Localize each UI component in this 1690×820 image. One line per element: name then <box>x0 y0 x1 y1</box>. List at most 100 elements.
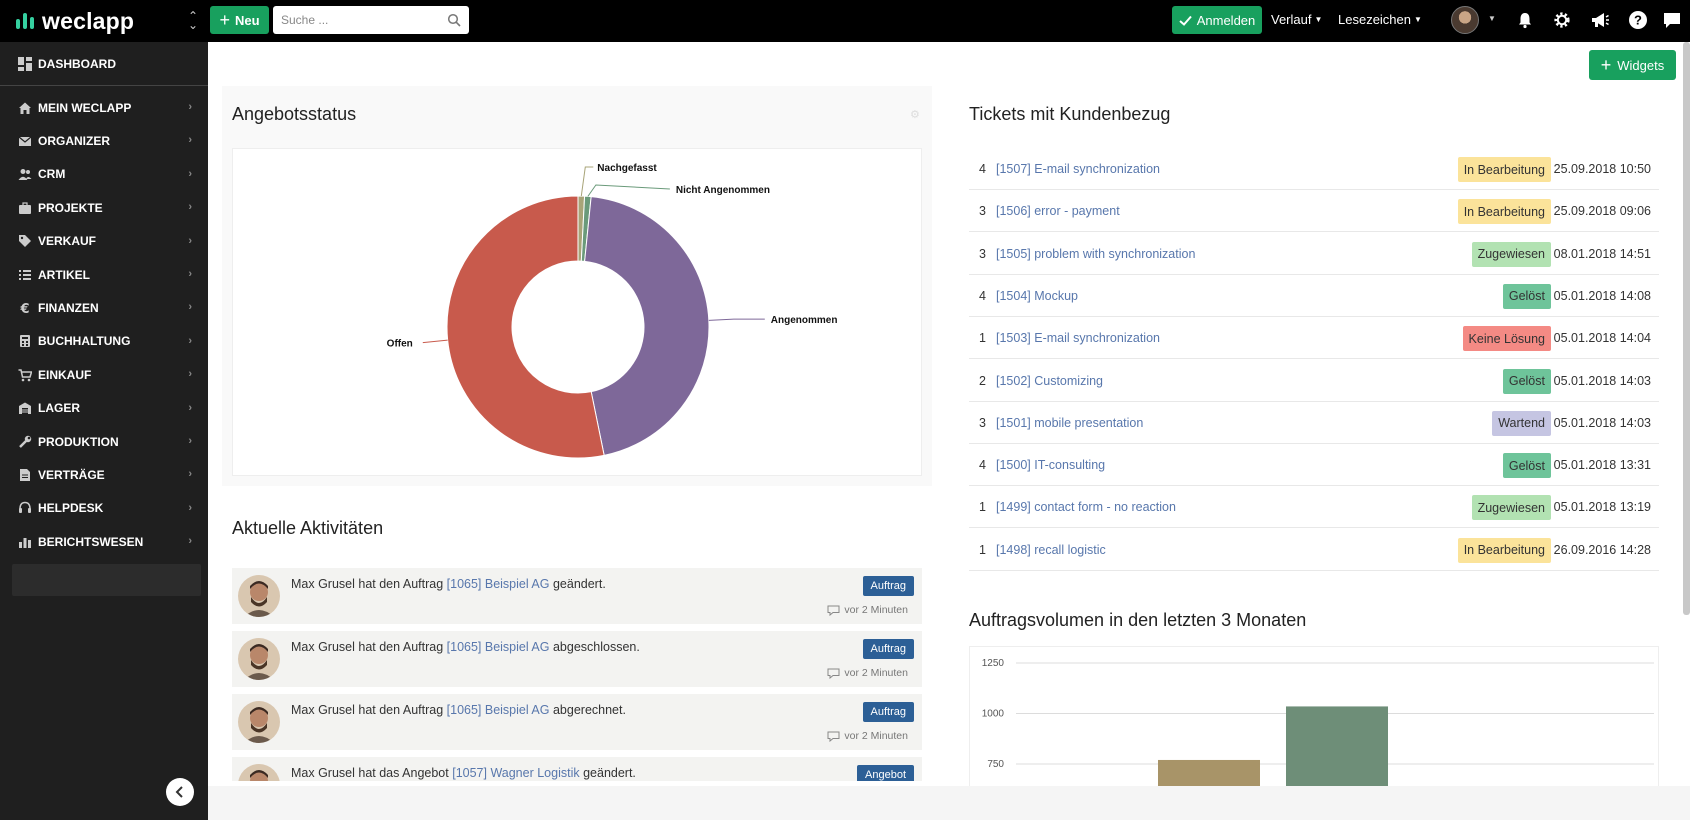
donut-slice-angenommen[interactable] <box>584 196 710 456</box>
chevron-right-icon: › <box>188 101 192 113</box>
ticket-priority: 1 <box>979 500 986 515</box>
nav-item-produktion[interactable]: PRODUKTION › <box>0 425 208 458</box>
chevron-right-icon: › <box>188 535 192 548</box>
nav-item-crm[interactable]: CRM › <box>0 158 208 191</box>
status-badge: Gelöst <box>1502 368 1551 394</box>
tickets-title: Tickets mit Kundenbezug <box>969 104 1171 124</box>
activity-link[interactable]: [1065] Beispiel AG <box>446 640 550 654</box>
activity-type-badge[interactable]: Auftrag <box>862 576 914 596</box>
avatar[interactable] <box>238 701 280 743</box>
ticket-link[interactable]: [1507] E-mail synchronization <box>996 162 1160 176</box>
table-row: 1 [1503] E-mail synchronization Keine Lösu… <box>969 317 1659 360</box>
nav-item-mein-weclapp[interactable]: MEIN WECLAPP › <box>0 91 208 124</box>
new-button[interactable]: + Neu <box>210 6 269 34</box>
search-icon[interactable] <box>447 13 461 27</box>
ticket-link[interactable]: [1505] problem with synchronization <box>996 246 1196 261</box>
y-tick-label: 1000 <box>982 709 1005 720</box>
svg-text:€: € <box>19 302 29 315</box>
search-input[interactable] <box>273 6 443 34</box>
gear-icon[interactable] <box>1552 10 1572 30</box>
ticket-link[interactable]: [1506] error - payment <box>996 204 1120 219</box>
avatar[interactable] <box>238 575 280 617</box>
nav-dashboard[interactable]: DASHBOARD <box>0 42 208 86</box>
table-row: 3 [1505] problem with synchronization Zuge… <box>969 233 1659 275</box>
leader-line <box>580 166 594 197</box>
weclapp-logo[interactable]: weclapp <box>16 8 134 34</box>
status-badge: In Bearbeitung <box>1457 537 1551 563</box>
nav-item-einkauf[interactable]: EINKAUF › <box>0 358 208 391</box>
ticket-link[interactable]: [1501] mobile presentation <box>996 415 1144 430</box>
avatar[interactable] <box>238 764 280 781</box>
nav-item-lager[interactable]: LAGER › <box>0 392 208 425</box>
sidebar: DASHBOARD MEIN WECLAPP › ORGANIZER › CRM › PRO… <box>0 42 208 820</box>
cart-icon <box>18 368 32 381</box>
bookmarks-dropdown[interactable]: Lesezeichen ▼ <box>1338 12 1422 27</box>
add-widgets-button[interactable]: + Widgets <box>1589 50 1676 80</box>
bell-icon[interactable] <box>1515 10 1535 30</box>
chevron-right-icon: › <box>188 134 192 147</box>
activity-link[interactable]: [1057] Wagner Logistik <box>452 766 580 780</box>
avatar[interactable] <box>238 638 280 680</box>
help-icon[interactable]: ? <box>1628 10 1648 30</box>
login-button[interactable]: Anmelden <box>1172 6 1262 34</box>
nav-item-verkauf[interactable]: VERKAUF › <box>0 225 208 258</box>
user-avatar[interactable] <box>1451 6 1479 34</box>
ticket-date: 08.01.2018 14:51 <box>1553 246 1651 261</box>
activity-type-badge[interactable]: Auftrag <box>862 639 914 659</box>
nav-item-organizer[interactable]: ORGANIZER › <box>0 124 208 157</box>
activity-timestamp: vor 2 Minuten <box>827 604 908 616</box>
activity-type-badge[interactable]: Angebot <box>857 765 914 781</box>
status-badge: In Bearbeitung <box>1457 157 1551 182</box>
bar[interactable] <box>1286 706 1388 787</box>
bar[interactable] <box>1158 759 1260 787</box>
nav-item-label: HELPDESK <box>38 501 104 516</box>
ticket-link[interactable]: [1504] Mockup <box>996 288 1078 303</box>
activities-title: Aktuelle Aktivitäten <box>232 518 384 538</box>
nav-item-finanzen[interactable]: € FINANZEN › <box>0 291 208 324</box>
nav-item-artikel[interactable]: ARTIKEL › <box>0 258 208 291</box>
ticket-link[interactable]: [1498] recall logistic <box>996 542 1106 557</box>
activity-link[interactable]: [1065] Beispiel AG <box>446 703 550 717</box>
ticket-link[interactable]: [1503] E-mail synchronization <box>996 331 1160 346</box>
chevron-left-icon <box>175 786 183 798</box>
chevron-right-icon: › <box>188 268 192 280</box>
nav-item-label: CRM <box>38 167 66 182</box>
chat-icon[interactable] <box>1662 10 1682 30</box>
nav-item-projekte[interactable]: PROJEKTE › <box>0 191 208 224</box>
nav-item-helpdesk[interactable]: HELPDESK › <box>0 492 208 525</box>
megaphone-icon[interactable] <box>1590 10 1610 30</box>
comment-icon[interactable] <box>827 731 840 742</box>
nav-item-label: EINKAUF <box>38 367 92 382</box>
sidebar-collapse-button[interactable] <box>166 778 194 806</box>
ticket-priority: 4 <box>979 458 986 473</box>
donut-slice-offen[interactable] <box>446 195 605 459</box>
scrollbar[interactable] <box>1683 42 1690 615</box>
slice-label: Nicht Angenommen <box>676 185 770 196</box>
activity-suffix: abgerechnet. <box>549 703 626 717</box>
history-dropdown[interactable]: Verlauf ▼ <box>1271 12 1322 27</box>
nav-item-label: VERKAUF <box>38 234 97 249</box>
expand-collapse-icon[interactable]: ⌃ ⌄ <box>187 9 199 32</box>
ticket-link[interactable]: [1502] Customizing <box>996 373 1104 388</box>
ticket-priority: 3 <box>979 415 986 430</box>
caret-down-icon[interactable]: ▼ <box>1488 14 1496 23</box>
footer-strip <box>208 786 1690 820</box>
ticket-priority: 1 <box>979 542 986 557</box>
table-row: 3 [1501] mobile presentation Wartend 05.01.… <box>969 402 1659 444</box>
ticket-link[interactable]: [1499] contact form - no reaction <box>996 500 1176 515</box>
comment-icon[interactable] <box>827 668 840 679</box>
ticket-link[interactable]: [1500] IT-consulting <box>996 458 1106 473</box>
ticket-date: 26.09.2016 14:28 <box>1553 542 1651 557</box>
nav-item-verträge[interactable]: VERTRÄGE › <box>0 458 208 491</box>
nav-item-berichtswesen[interactable]: BERICHTSWESEN › <box>0 525 208 558</box>
panel-settings-icon[interactable]: ⚙ <box>910 109 920 121</box>
activity-type-badge[interactable]: Auftrag <box>862 702 914 722</box>
document-icon <box>20 468 30 481</box>
euro-icon: € <box>19 302 29 315</box>
login-button-label: Anmelden <box>1196 12 1256 28</box>
warehouse-icon <box>19 402 31 415</box>
table-row: 1 [1498] recall logistic In Bearbeitung 26.… <box>969 529 1659 571</box>
nav-item-buchhaltung[interactable]: BUCHHALTUNG › <box>0 325 208 358</box>
comment-icon[interactable] <box>827 605 840 616</box>
activity-link[interactable]: [1065] Beispiel AG <box>446 577 550 591</box>
